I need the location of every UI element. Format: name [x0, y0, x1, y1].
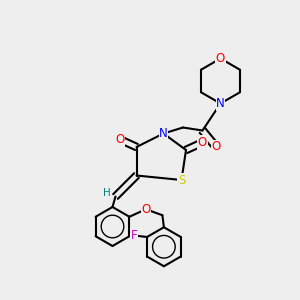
Text: S: S [178, 173, 185, 187]
Text: O: O [212, 140, 220, 154]
Text: N: N [159, 127, 168, 140]
Text: O: O [116, 133, 124, 146]
Text: H: H [103, 188, 110, 199]
Text: O: O [216, 52, 225, 65]
Text: N: N [216, 97, 225, 110]
Text: O: O [198, 136, 207, 149]
Text: O: O [141, 203, 151, 216]
Text: F: F [131, 229, 138, 242]
